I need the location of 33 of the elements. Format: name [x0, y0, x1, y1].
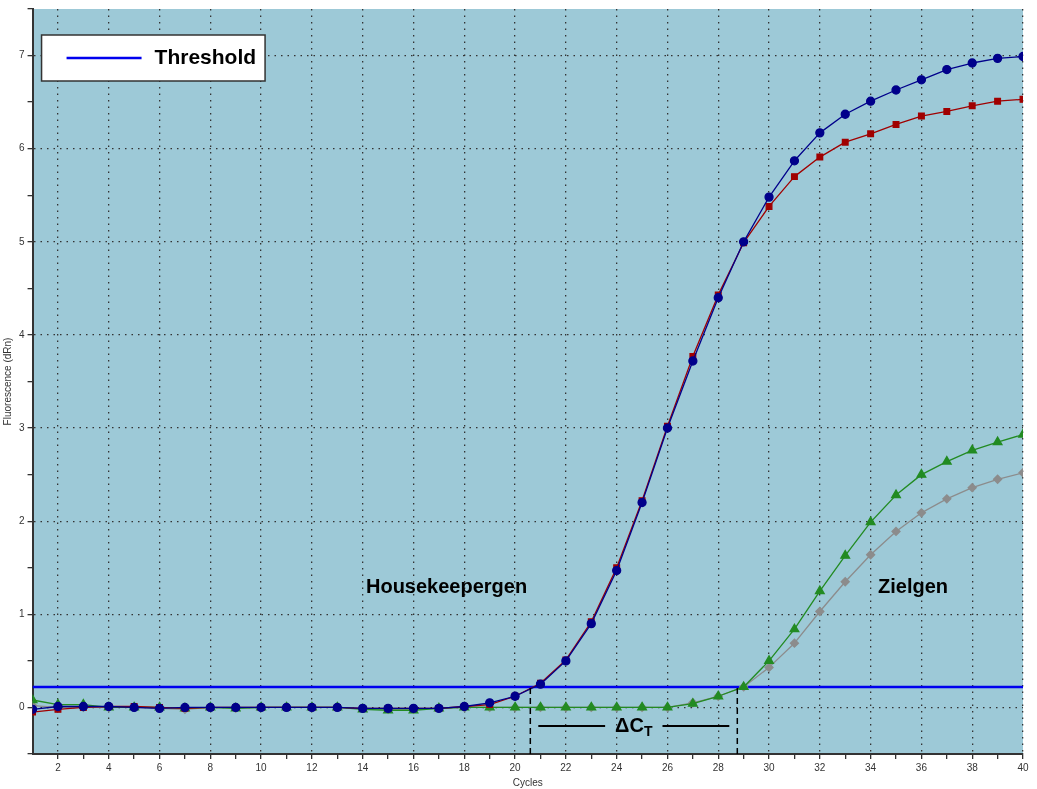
- annotation: Zielgen: [878, 574, 949, 597]
- x-tick-label: 18: [458, 761, 471, 773]
- x-tick-label: 36: [915, 761, 928, 773]
- x-tick-label: 26: [661, 761, 674, 773]
- x-tick-label: 24: [611, 761, 623, 773]
- x-tick-label: 14: [357, 761, 369, 773]
- y-tick-label: 6: [19, 142, 25, 154]
- x-tick-label: 30: [763, 761, 776, 773]
- x-tick-label: 4: [105, 761, 112, 773]
- legend-label: Threshold: [154, 44, 257, 68]
- y-tick-label: 7: [19, 49, 25, 61]
- x-tick-label: 8: [207, 761, 214, 773]
- y-tick-label: 5: [19, 235, 25, 247]
- y-tick-label: 3: [19, 421, 25, 433]
- y-tick-label: 0: [19, 701, 25, 713]
- x-tick-label: 22: [560, 761, 572, 773]
- y-tick-label: 2: [19, 514, 25, 526]
- y-tick-label: 4: [19, 328, 25, 340]
- x-tick-label: 38: [966, 761, 979, 773]
- x-tick-label: 2: [55, 761, 62, 773]
- x-tick-label: 12: [306, 761, 318, 773]
- x-tick-label: 28: [712, 761, 725, 773]
- x-tick-label: 32: [814, 761, 826, 773]
- x-tick-label: 10: [255, 761, 268, 773]
- x-axis-title: Cycles: [512, 776, 543, 788]
- x-tick-label: 34: [865, 761, 877, 773]
- x-tick-label: 6: [156, 761, 163, 773]
- x-tick-label: 20: [509, 761, 522, 773]
- x-tick-label: 40: [1017, 761, 1029, 773]
- x-tick-label: 16: [407, 761, 420, 773]
- y-tick-label: 1: [19, 608, 25, 620]
- annotation: Housekeepergen: [365, 574, 528, 597]
- y-axis-title: Fluorescence (dRn): [1, 337, 13, 426]
